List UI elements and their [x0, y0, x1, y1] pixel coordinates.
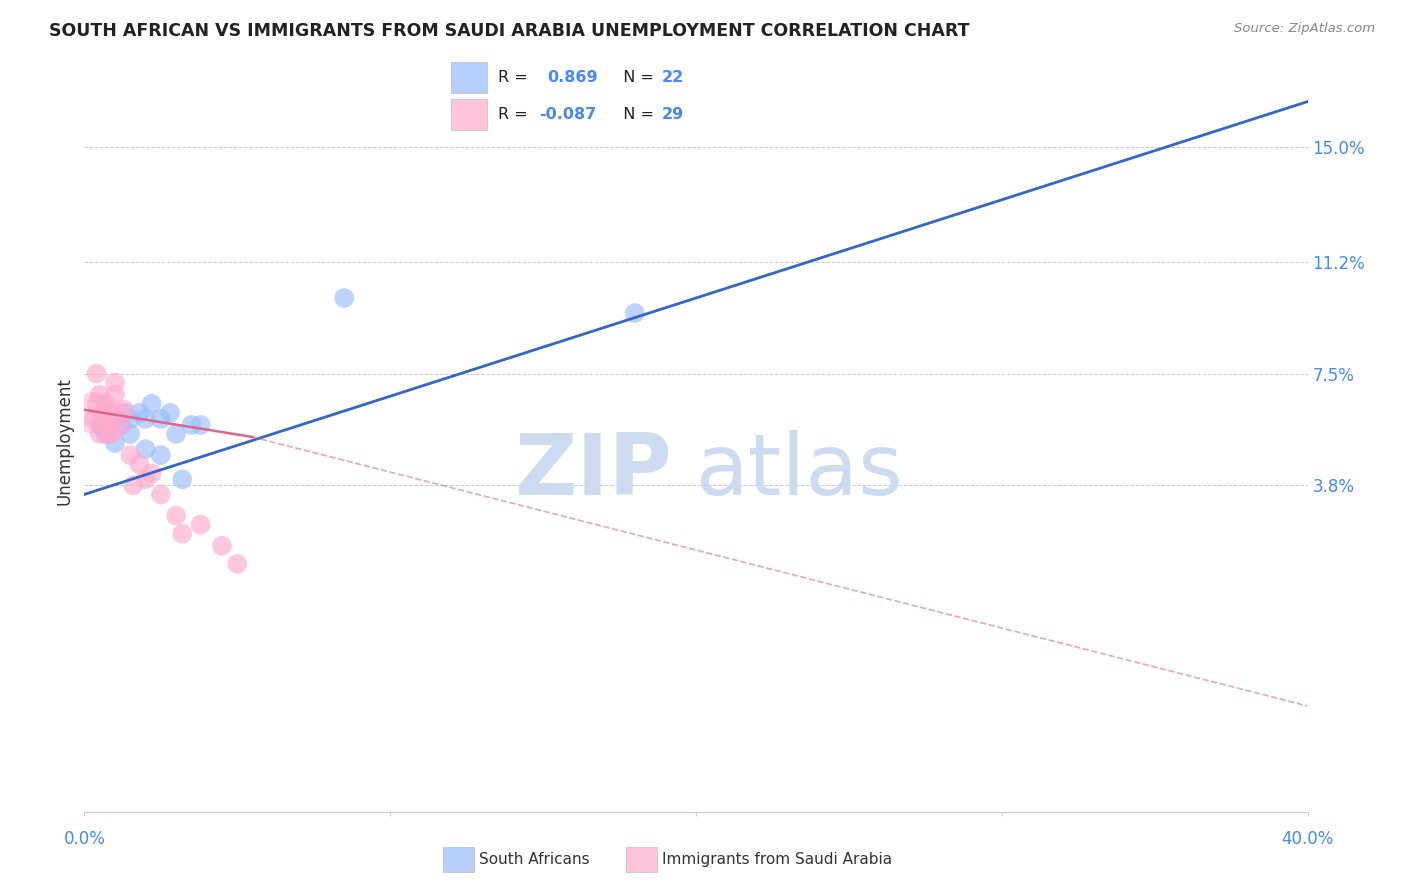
Point — [135, 412, 157, 426]
Point — [190, 417, 212, 432]
Point — [86, 367, 108, 381]
Point — [89, 427, 111, 442]
Text: 0.869: 0.869 — [547, 70, 598, 85]
Point — [333, 291, 356, 305]
Point — [122, 478, 145, 492]
Point — [104, 406, 127, 420]
Point — [86, 397, 108, 411]
Text: 29: 29 — [662, 107, 685, 122]
Text: Immigrants from Saudi Arabia: Immigrants from Saudi Arabia — [662, 853, 893, 867]
Point — [101, 427, 124, 442]
FancyBboxPatch shape — [451, 62, 486, 93]
Point — [97, 406, 120, 420]
Point — [141, 397, 163, 411]
Point — [149, 412, 172, 426]
Point — [120, 427, 142, 442]
Point — [165, 508, 187, 523]
Point — [97, 427, 120, 442]
Text: -0.087: -0.087 — [538, 107, 596, 122]
Point — [165, 427, 187, 442]
Point — [101, 412, 124, 426]
Point — [91, 412, 114, 426]
Point — [135, 472, 157, 486]
Point — [104, 387, 127, 401]
Point — [226, 557, 249, 571]
Point — [211, 539, 233, 553]
Point — [83, 412, 105, 426]
Point — [624, 306, 647, 320]
Text: N =: N = — [613, 70, 659, 85]
Text: atlas: atlas — [696, 430, 904, 513]
Point — [94, 397, 117, 411]
Text: 22: 22 — [662, 70, 685, 85]
Y-axis label: Unemployment: Unemployment — [55, 377, 73, 506]
Point — [112, 402, 135, 417]
Point — [135, 442, 157, 456]
Point — [91, 406, 114, 420]
Text: ZIP: ZIP — [513, 430, 672, 513]
Text: 0.0%: 0.0% — [63, 830, 105, 848]
Point — [89, 387, 111, 401]
Text: R =: R = — [498, 107, 533, 122]
Point — [104, 436, 127, 450]
Text: South Africans: South Africans — [479, 853, 591, 867]
Point — [110, 417, 132, 432]
Point — [104, 376, 127, 390]
FancyBboxPatch shape — [451, 99, 486, 130]
Point — [149, 487, 172, 501]
Point — [120, 448, 142, 462]
Point — [149, 448, 172, 462]
Text: SOUTH AFRICAN VS IMMIGRANTS FROM SAUDI ARABIA UNEMPLOYMENT CORRELATION CHART: SOUTH AFRICAN VS IMMIGRANTS FROM SAUDI A… — [49, 22, 970, 40]
Point — [172, 472, 194, 486]
Point — [112, 406, 135, 420]
Point — [83, 406, 105, 420]
Text: N =: N = — [613, 107, 659, 122]
Point — [104, 412, 127, 426]
Text: R =: R = — [498, 70, 537, 85]
Point — [94, 417, 117, 432]
Point — [172, 526, 194, 541]
Text: 40.0%: 40.0% — [1281, 830, 1334, 848]
Text: Source: ZipAtlas.com: Source: ZipAtlas.com — [1234, 22, 1375, 36]
Point — [94, 427, 117, 442]
Point — [180, 417, 202, 432]
Point — [128, 406, 150, 420]
Point — [97, 406, 120, 420]
Point — [159, 406, 181, 420]
Point — [89, 417, 111, 432]
Point — [190, 517, 212, 532]
Point — [128, 457, 150, 471]
Point — [110, 417, 132, 432]
Point — [120, 412, 142, 426]
Point — [141, 467, 163, 481]
